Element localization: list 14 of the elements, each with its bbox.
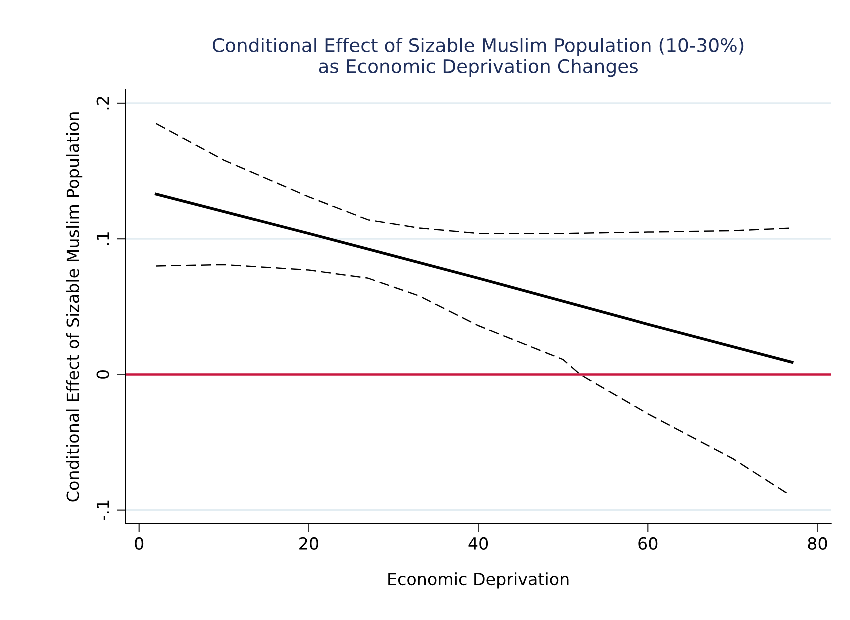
x-axis-title: Economic Deprivation bbox=[388, 572, 569, 589]
x-tick-label: 60 bbox=[638, 537, 658, 550]
line-series bbox=[154, 192, 794, 364]
y-tick-label: .1 bbox=[96, 232, 110, 246]
x-tick-label: 0 bbox=[135, 537, 144, 550]
y-tick-label: .2 bbox=[96, 97, 110, 110]
chart-title: Conditional Effect of Sizable Muslim Population (10-30%) as Economic Deprivation Changes bbox=[212, 38, 744, 78]
line-series bbox=[156, 264, 789, 495]
y-tick-label: 0 bbox=[96, 370, 110, 379]
x-tick-label: 20 bbox=[300, 537, 318, 550]
x-tick-label: 40 bbox=[468, 537, 488, 550]
y-tick-label: -.1 bbox=[96, 500, 110, 520]
x-tick-label: 80 bbox=[808, 537, 828, 550]
y-axis-title: Conditional Effect of Sizable Muslim Population bbox=[66, 112, 83, 502]
